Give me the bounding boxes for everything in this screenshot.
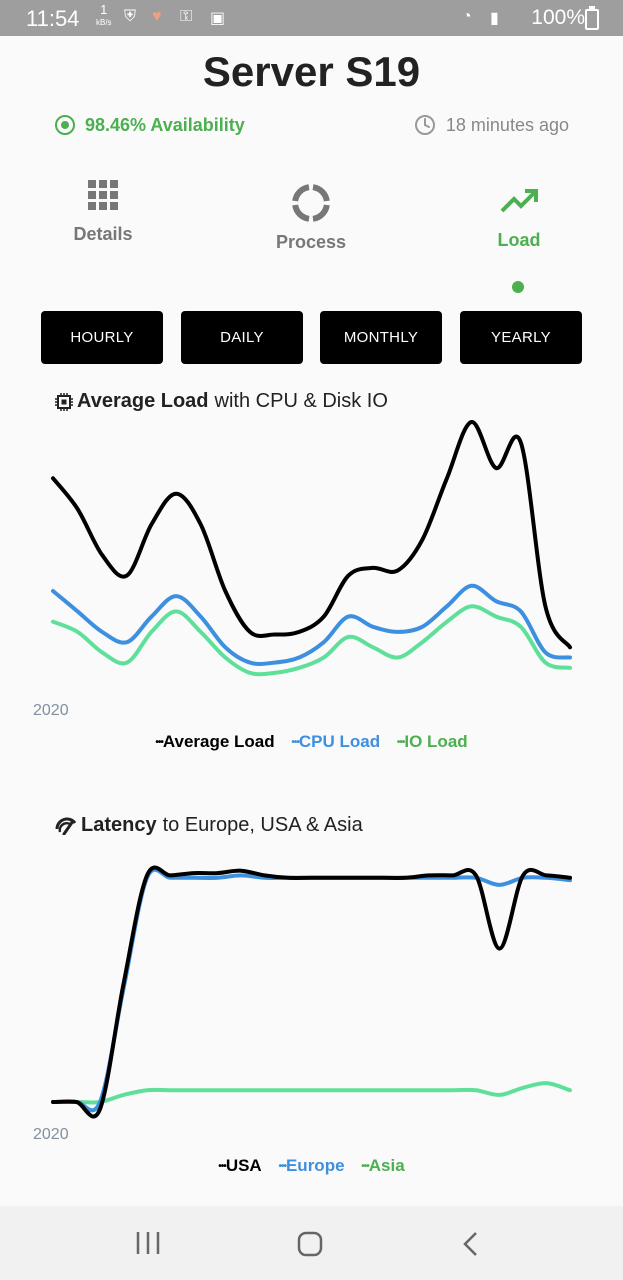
recent-apps-icon[interactable] — [134, 1230, 162, 1256]
page-title: Server S19 — [202, 48, 421, 95]
latency-chart-x-label: 2020 — [33, 1126, 69, 1143]
tab-process[interactable]: Process — [236, 184, 386, 253]
battery-percent: 100% — [531, 6, 585, 29]
back-icon[interactable] — [460, 1230, 482, 1258]
load-chart-legend: •••Average Load •••CPU Load •••IO Load — [0, 732, 623, 752]
tab-details-label: Details — [73, 224, 133, 244]
data-rate: 1 kB/s — [96, 2, 112, 27]
latency-series-asia — [51, 1081, 572, 1105]
legend-usa[interactable]: •••USA — [218, 1156, 262, 1175]
cpu-chip-icon — [55, 392, 73, 411]
home-icon[interactable] — [296, 1230, 324, 1258]
battery-icon — [585, 6, 599, 30]
tab-process-label: Process — [275, 232, 347, 252]
load-series-average-load — [51, 420, 572, 650]
monthly-button[interactable]: MONTHLY — [320, 311, 442, 364]
clock-icon — [414, 115, 435, 135]
legend-europe[interactable]: •••Europe — [278, 1156, 345, 1175]
latency-chart-title-bold: Latency — [81, 814, 157, 836]
legend-asia[interactable]: •••Asia — [361, 1156, 405, 1175]
wifi-icon: ◔ — [462, 8, 472, 25]
yearly-button[interactable]: YEARLY — [460, 311, 582, 364]
grid-icon — [88, 180, 118, 210]
speed-icon — [55, 817, 77, 835]
active-tab-indicator — [512, 281, 524, 293]
hourly-button[interactable]: HOURLY — [41, 311, 163, 364]
last-updated: 18 minutes ago — [414, 112, 569, 138]
cast-icon: ▣ — [210, 10, 226, 27]
latency-chart — [51, 865, 572, 1119]
legend-average-load[interactable]: •••Average Load — [155, 732, 275, 751]
system-nav-bar — [0, 1206, 623, 1280]
tab-details[interactable]: Details — [28, 180, 178, 245]
latency-chart-title: Latency to Europe, USA & Asia — [55, 814, 363, 837]
status-bar: 11:54 1 kB/s ⛨ ♥ ⚿ ▣ ◔ ▮ 100% — [0, 0, 623, 36]
availability-status: 98.46% Availability — [55, 112, 245, 138]
tab-load[interactable]: Load — [444, 188, 594, 251]
latency-chart-title-rest: to Europe, USA & Asia — [162, 814, 363, 836]
legend-cpu-load[interactable]: •••CPU Load — [291, 732, 381, 751]
tab-load-label: Load — [497, 230, 541, 250]
load-chart-title: Average Load with CPU & Disk IO — [55, 390, 388, 413]
latency-chart-legend: •••USA •••Europe •••Asia — [0, 1156, 623, 1176]
latency-series-europe — [51, 867, 572, 1113]
trending-up-icon — [500, 189, 538, 213]
load-chart-x-label: 2020 — [33, 702, 69, 719]
load-chart — [51, 420, 572, 677]
daily-button[interactable]: DAILY — [181, 311, 303, 364]
load-series-io-load — [51, 604, 572, 677]
donut-icon — [292, 184, 330, 222]
load-chart-title-rest: with CPU & Disk IO — [214, 390, 388, 412]
shield-icon: ⛨ — [124, 8, 137, 25]
last-updated-text: 18 minutes ago — [445, 114, 569, 135]
vpn-key-icon: ⚿ — [180, 8, 193, 25]
availability-text: 98.46% Availability — [85, 114, 245, 135]
legend-io-load[interactable]: •••IO Load — [396, 732, 468, 751]
load-series-cpu-load — [51, 583, 572, 666]
latency-series-usa — [51, 865, 572, 1119]
load-chart-title-bold: Average Load — [77, 390, 209, 412]
health-icon: ♥ — [152, 8, 162, 25]
radio-on-icon — [55, 115, 75, 135]
signal-icon: ▮ — [490, 10, 499, 27]
status-time: 11:54 — [26, 6, 80, 31]
